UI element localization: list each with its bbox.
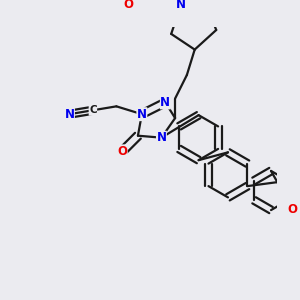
Text: C: C xyxy=(89,105,97,115)
Text: N: N xyxy=(176,0,186,11)
Text: N: N xyxy=(137,108,147,121)
Text: N: N xyxy=(64,108,74,121)
Text: N: N xyxy=(156,131,167,144)
Text: O: O xyxy=(117,145,127,158)
Text: O: O xyxy=(288,202,298,216)
Text: O: O xyxy=(123,0,133,11)
Text: N: N xyxy=(160,96,170,109)
